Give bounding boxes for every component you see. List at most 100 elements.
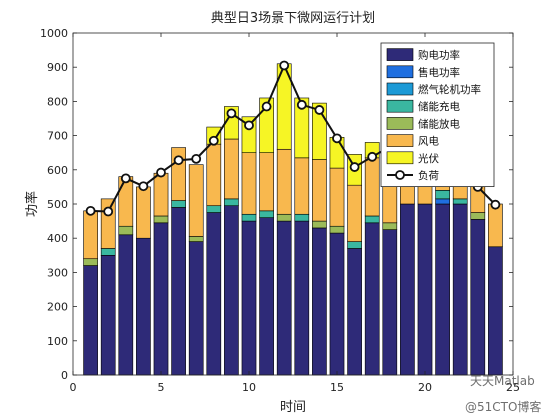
bar-segment	[382, 222, 398, 230]
legend-label: 光伏	[418, 152, 439, 165]
chart-title: 典型日3场景下微网运行计划	[211, 11, 375, 26]
bar-segment	[224, 198, 239, 207]
y-axis-title: 功率	[24, 191, 40, 217]
y-tick-label: 900	[47, 61, 68, 74]
bar-segment	[347, 184, 362, 242]
bar-segment	[312, 220, 327, 229]
bar-segment	[347, 248, 362, 376]
legend-label: 售电功率	[418, 66, 460, 79]
bar-segment	[276, 148, 292, 215]
legend-box	[380, 42, 495, 188]
bar-segment	[364, 222, 380, 376]
legend-swatch	[386, 82, 414, 96]
x-tick-label: 25	[506, 381, 520, 394]
bar-segment	[153, 215, 169, 224]
bar-segment	[153, 222, 169, 376]
bar-segment	[118, 234, 134, 376]
x-tick-label: 10	[242, 381, 256, 394]
bar-segment	[435, 203, 450, 376]
bar-segment	[118, 225, 134, 236]
bar-segment	[83, 258, 98, 266]
load-point	[314, 105, 325, 115]
legend-swatch	[386, 48, 414, 61]
bar-segment	[241, 152, 257, 215]
y-tick-label: 1000	[40, 27, 68, 40]
bar-segment	[276, 220, 292, 376]
bar-segment	[312, 159, 327, 222]
load-point	[120, 173, 131, 184]
load-point	[226, 108, 237, 119]
bar-segment	[83, 210, 98, 260]
load-point	[490, 199, 501, 210]
bar-segment	[136, 186, 151, 239]
bar-segment	[452, 203, 468, 376]
y-tick-label: 0	[61, 369, 68, 382]
bar-segment	[400, 203, 415, 376]
bar-segment	[488, 203, 503, 248]
y-tick-label: 700	[47, 130, 68, 143]
y-tick-label: 800	[47, 95, 68, 108]
watermark-text-1: 天天Matlab	[470, 374, 535, 388]
load-point	[103, 206, 114, 217]
load-point	[349, 162, 360, 172]
bar-segment	[136, 237, 151, 376]
bar-segment	[294, 213, 310, 222]
bar-segment	[188, 236, 204, 242]
legend-swatch	[386, 117, 414, 130]
x-tick-label: 0	[70, 381, 77, 394]
bar-segment	[417, 203, 433, 376]
load-point	[191, 153, 202, 164]
bar-segment	[329, 225, 345, 234]
bar-segment	[294, 157, 310, 215]
legend-label: 购电功率	[418, 49, 460, 62]
bar-segment	[224, 138, 239, 200]
bar-segment	[171, 207, 186, 376]
load-point	[332, 133, 342, 144]
legend-marker	[395, 170, 405, 180]
bar-segment	[347, 241, 362, 249]
bar-segment	[118, 176, 134, 227]
bar-segment	[364, 157, 380, 217]
load-point	[156, 167, 166, 178]
x-tick-label: 20	[418, 381, 432, 394]
bar-segment	[241, 213, 257, 222]
bar-segment	[470, 219, 486, 376]
bar-segment	[100, 248, 116, 256]
bar-segment	[259, 152, 274, 212]
watermark-text-2: @51CTO博客	[465, 399, 541, 414]
load-point	[138, 181, 149, 192]
legend-swatch	[386, 134, 414, 147]
y-tick-label: 300	[47, 266, 68, 279]
bar-segment	[259, 210, 274, 218]
bar-segment	[188, 164, 204, 237]
legend-label: 燃气轮机功率	[418, 83, 481, 96]
y-tick-label: 600	[47, 164, 68, 177]
x-tick-label: 5	[158, 381, 165, 394]
bar-segment	[276, 213, 292, 222]
x-axis-title: 时间	[280, 400, 306, 415]
load-point	[173, 155, 184, 166]
watermark: 天天Matlab @51CTO博客	[465, 374, 541, 414]
bar-segment	[100, 255, 116, 376]
load-point	[85, 205, 96, 216]
bar-segment	[452, 198, 468, 205]
bar-segment	[364, 215, 380, 224]
load-point	[279, 60, 290, 71]
bar-segment	[241, 220, 257, 376]
legend-swatch	[386, 65, 414, 79]
bar-segment	[470, 212, 486, 220]
bar-segment	[100, 198, 116, 249]
bar-segment	[382, 229, 398, 376]
legend-label: 风电	[418, 135, 439, 148]
y-tick-label: 200	[47, 301, 68, 314]
load-point	[208, 135, 219, 146]
y-tick-label: 500	[47, 198, 68, 211]
bar-segment	[224, 205, 239, 376]
bar-segment	[294, 97, 310, 159]
y-tick-label: 100	[47, 335, 68, 348]
y-tick-label: 400	[47, 232, 68, 245]
bar-segment	[83, 265, 98, 376]
legend-label: 负荷	[418, 169, 439, 182]
